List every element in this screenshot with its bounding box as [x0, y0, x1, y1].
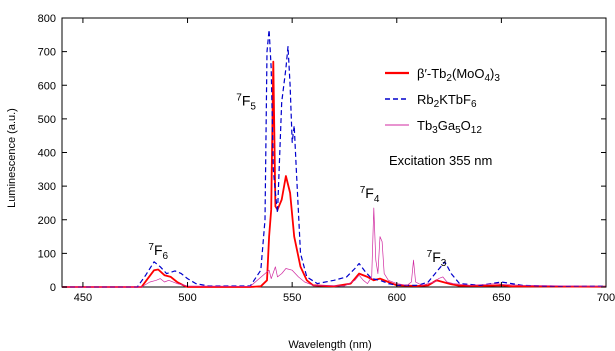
legend-subscript: 2: [434, 99, 440, 110]
legend-label-3: Tb3Ga5O12: [417, 118, 482, 136]
annotation-letter: F: [432, 249, 441, 265]
annotation-7F6: 7F6: [148, 242, 168, 262]
legend-text-part: Tb: [417, 118, 432, 133]
annotation-label: 7F4: [360, 185, 380, 205]
y-tick-label: 200: [38, 215, 56, 227]
legend-text-part: KTbF: [439, 92, 471, 107]
y-tick-label: 500: [38, 114, 56, 126]
annotation-superscript: 7: [148, 242, 154, 253]
y-tick-label: 600: [38, 80, 56, 92]
series-layer: [62, 29, 607, 288]
annotation-subscript: 5: [250, 101, 256, 112]
y-tick-label: 0: [50, 282, 56, 294]
legend-subscript: 3: [494, 73, 500, 84]
annotation-letter: F: [365, 185, 374, 201]
legend-text-part: Ga: [438, 118, 456, 133]
annotation-superscript: 7: [427, 249, 433, 260]
annotation-letter: F: [242, 92, 251, 108]
legend-subscript: 2: [446, 73, 452, 84]
x-tick-label: 650: [492, 292, 510, 304]
y-tick-label: 100: [38, 248, 56, 260]
annotation-label: 7F3: [427, 249, 447, 269]
x-tick-label: 550: [283, 292, 301, 304]
annotation-subscript: 6: [163, 251, 169, 262]
y-tick-label: 400: [38, 148, 56, 160]
annotation-superscript: 7: [360, 185, 366, 196]
annotation-subscript: 4: [374, 194, 380, 205]
series-line-3: [62, 207, 607, 288]
y-tick-label: 300: [38, 181, 56, 193]
annotation-label: 7F5: [236, 92, 256, 112]
annotation-7F3: 7F3: [427, 249, 447, 269]
legend-text-part: (MoO: [452, 66, 485, 81]
x-axis-title: Wavelength (nm): [288, 339, 371, 351]
annotation-subscript: 3: [441, 258, 447, 269]
annotation-superscript: 7: [236, 92, 242, 103]
legend-text-part: O: [461, 118, 471, 133]
excitation-note: Excitation 355 nm: [389, 153, 492, 168]
legend-subscript: 5: [455, 125, 461, 136]
legend-text-part: Rb: [417, 92, 434, 107]
annotation-label: 7F6: [148, 242, 168, 262]
legend-label-1: β′-Tb2(MoO4)3: [417, 66, 500, 84]
legend-subscript: 3: [432, 125, 438, 136]
legend-subscript: 12: [471, 125, 483, 136]
annotation-7F5: 7F5: [236, 92, 256, 112]
legend-text-part: ): [490, 66, 494, 81]
y-tick-label: 800: [38, 13, 56, 25]
x-tick-label: 450: [74, 292, 92, 304]
axes-layer: 450 500 550 600 650 700 0 100 200 300 400 500 600 700…: [38, 13, 615, 304]
y-axis-title: Luminescence (a.u.): [6, 108, 18, 208]
y-tick-label: 700: [38, 47, 56, 59]
plot-area: [61, 17, 607, 288]
x-tick-label: 600: [388, 292, 406, 304]
x-tick-label: 700: [597, 292, 615, 304]
annotation-7F4: 7F4: [360, 185, 380, 205]
annotation-letter: F: [154, 242, 163, 258]
legend-subscript: 4: [484, 73, 490, 84]
legend-label-2: Rb2KTbF6: [417, 92, 477, 110]
plot-frame: [61, 17, 607, 288]
legend-subscript: 6: [471, 99, 477, 110]
legend: β′-Tb2(MoO4)3Rb2KTbF6Tb3Ga5O12Excitation…: [385, 66, 500, 168]
legend-text-part: β′-Tb: [417, 66, 446, 81]
x-tick-label: 500: [178, 292, 196, 304]
